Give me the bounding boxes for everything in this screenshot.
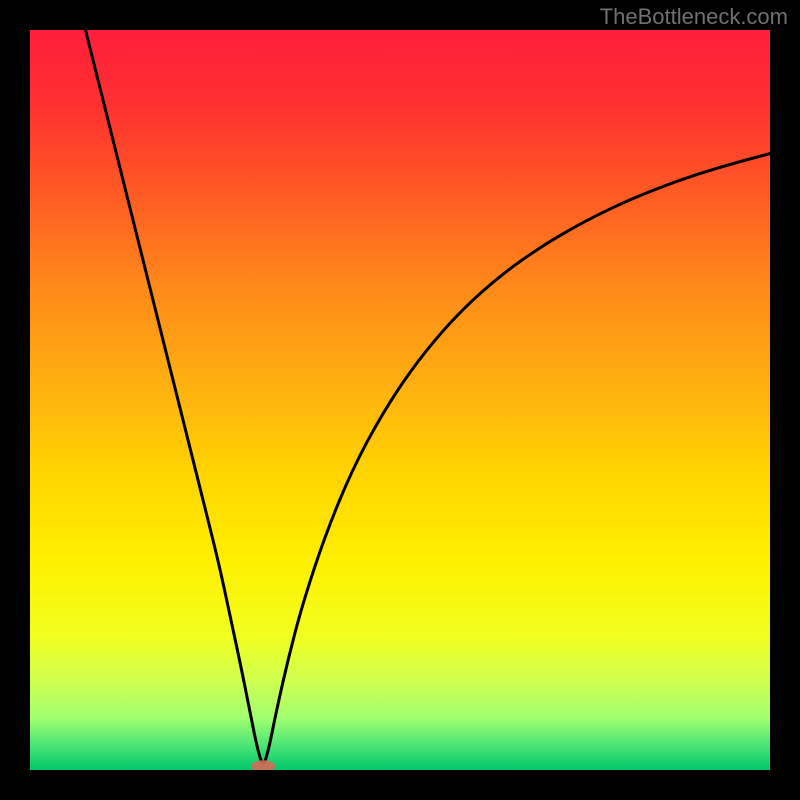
chart-container: TheBottleneck.com [0,0,800,800]
chart-background [30,30,770,770]
bottleneck-chart [30,30,770,770]
watermark-text: TheBottleneck.com [600,4,788,30]
